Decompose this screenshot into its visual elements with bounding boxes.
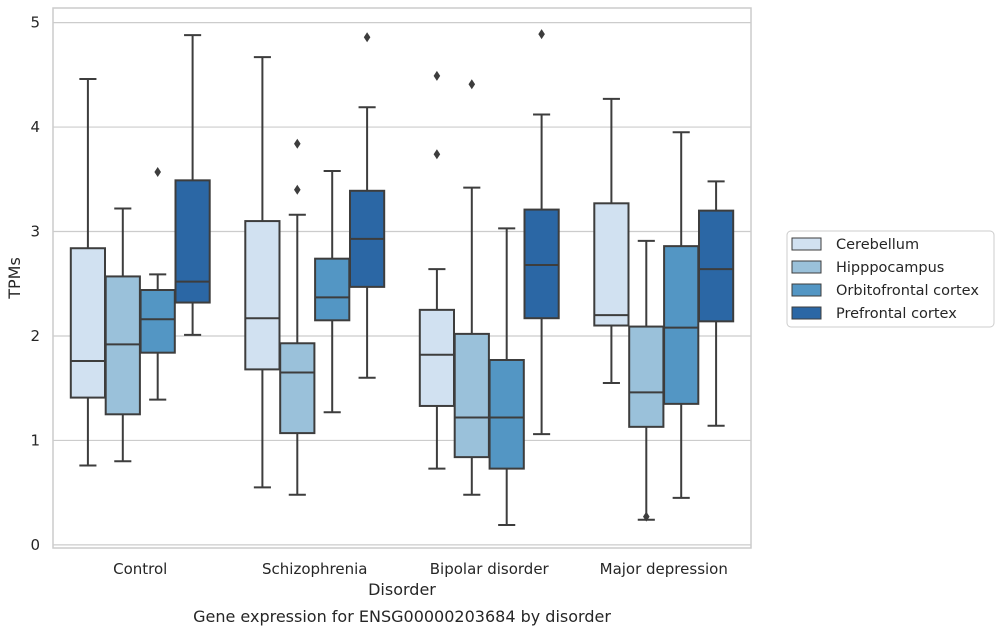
box-body <box>418 308 456 407</box>
legend-swatch <box>791 283 822 297</box>
outlier-point <box>363 32 371 43</box>
outlier-point <box>468 79 476 90</box>
box-orbitofrontal-cortex <box>488 227 525 527</box>
outlier-point <box>538 29 545 40</box>
box-body <box>69 247 107 399</box>
legend-label: Orbitofrontal cortex <box>836 283 979 299</box>
outlier-point <box>294 138 301 149</box>
outlier-point <box>643 511 650 522</box>
box-prefrontal-cortex <box>523 29 560 436</box>
plot-frame <box>52 7 752 549</box>
outlier-point <box>294 184 301 195</box>
x-tick-label: Major depression <box>600 560 728 578</box>
chart-caption: Gene expression for ENSG00000203684 by d… <box>193 607 611 626</box>
y-tick-label: 0 <box>30 536 40 554</box>
box-prefrontal-cortex <box>174 34 211 336</box>
legend-swatch <box>791 306 822 320</box>
y-tick-label: 1 <box>30 431 40 449</box>
y-tick-label: 4 <box>30 118 40 136</box>
legend-label: Prefrontal cortex <box>836 306 957 322</box>
box-body <box>174 179 211 304</box>
box-cerebellum <box>418 70 456 470</box>
box-body <box>663 245 700 405</box>
box-cerebellum <box>244 56 281 489</box>
box-body <box>593 202 630 327</box>
box-body <box>139 289 176 354</box>
legend-swatch <box>791 237 822 251</box>
x-tick-label: Bipolar disorder <box>430 560 550 578</box>
box-hipppocampus <box>279 138 316 496</box>
box-body <box>314 257 351 322</box>
legend-label: Cerebellum <box>836 237 919 253</box>
box-orbitofrontal-cortex <box>663 131 700 499</box>
legend-label: Hipppocampus <box>836 260 944 276</box>
box-cerebellum <box>593 97 630 384</box>
box-body <box>244 220 281 371</box>
box-body <box>523 208 560 320</box>
y-axis-label: TPMs <box>5 257 24 300</box>
box-body <box>104 275 141 416</box>
box-body <box>279 342 316 435</box>
x-tick-label: Control <box>113 560 167 578</box>
legend-swatch <box>791 260 822 274</box>
box-body <box>488 358 525 470</box>
box-prefrontal-cortex <box>697 180 735 427</box>
y-tick-label: 2 <box>30 327 40 345</box>
outlier-point <box>433 149 441 160</box>
box-body <box>453 332 490 459</box>
outlier-point <box>154 166 161 177</box>
boxes <box>69 29 735 527</box>
box-body <box>628 325 665 428</box>
box-orbitofrontal-cortex <box>139 166 176 401</box>
outlier-point <box>433 70 441 81</box>
x-tick-labels: Control Schizophrenia Bipolar disorder Majo… <box>113 560 728 578</box>
y-tick-label: 5 <box>30 14 40 32</box>
box-hipppocampus <box>628 239 665 522</box>
box-body <box>697 209 735 323</box>
y-tick-label: 3 <box>30 223 40 241</box>
legend: Cerebellum Hipppocampus Orbitofrontal cort… <box>786 230 995 328</box>
y-tick-labels: 0 1 2 3 4 5 <box>30 14 40 554</box>
legend-frame <box>786 230 995 328</box>
x-axis-label: Disorder <box>368 580 436 599</box>
box-prefrontal-cortex <box>348 32 386 379</box>
box-orbitofrontal-cortex <box>314 169 351 414</box>
box-hipppocampus <box>104 207 141 463</box>
plot-area <box>53 8 751 548</box>
x-tick-label: Schizophrenia <box>262 560 367 578</box>
box-hipppocampus <box>453 79 490 496</box>
